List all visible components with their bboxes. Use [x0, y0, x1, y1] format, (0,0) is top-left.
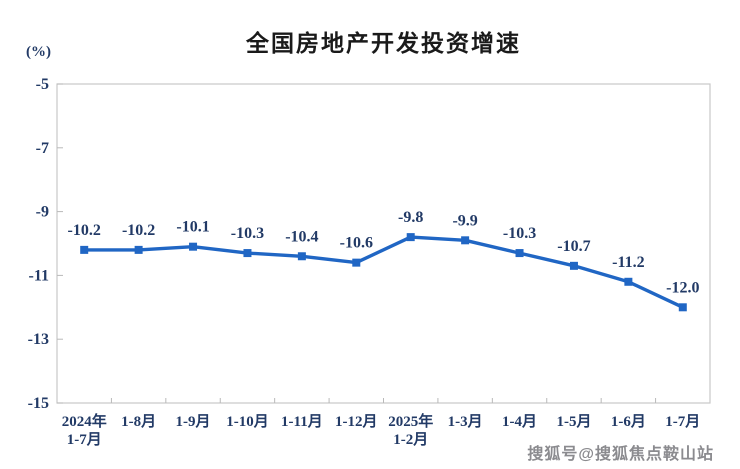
y-axis-tick-label: -11	[29, 267, 49, 284]
data-point-marker	[352, 258, 361, 267]
x-axis-label: 1-11月	[281, 413, 323, 430]
data-label: -10.7	[557, 238, 590, 255]
y-axis-tick-label: -5	[36, 76, 49, 93]
x-axis-label: 1-7月	[665, 413, 700, 430]
data-point-marker	[624, 277, 633, 286]
x-axis-label: 2024年	[62, 412, 107, 430]
y-axis-tick-label: -9	[36, 204, 49, 221]
x-axis-label: 1-9月	[176, 413, 211, 430]
data-label: -10.4	[285, 228, 318, 245]
data-label: -10.3	[231, 225, 264, 242]
x-axis-label: 1-7月	[67, 431, 102, 448]
line-series	[82, 235, 685, 309]
x-axis-label: 1-3月	[448, 413, 483, 430]
x-axis-label: 1-8月	[121, 413, 156, 430]
chart-title: 全国房地产开发投资增速	[246, 30, 521, 56]
data-label: -10.6	[340, 235, 373, 252]
data-point-marker	[297, 252, 306, 261]
data-label: -12.0	[666, 279, 699, 296]
data-point-marker	[134, 245, 143, 254]
x-axis-label: 1-5月	[556, 413, 591, 430]
plot-area-border	[56, 83, 711, 404]
x-axis-label: 1-4月	[502, 413, 537, 430]
y-axis-tick-label: -7	[36, 140, 49, 157]
x-axis-label: 1-10月	[226, 413, 269, 430]
data-point-marker	[406, 233, 415, 242]
data-point-marker	[243, 249, 252, 258]
x-axis-label: 1-6月	[611, 413, 646, 430]
sohu-watermark: 搜狐号@搜狐焦点鞍山站	[527, 446, 714, 463]
data-point-marker	[678, 303, 687, 312]
data-point-marker	[461, 236, 470, 245]
data-label: -11.2	[612, 254, 644, 271]
y-axis-unit-label: (%)	[26, 44, 51, 60]
data-point-marker	[80, 245, 89, 254]
x-axis-label: 1-12月	[335, 413, 378, 430]
data-label: -10.3	[503, 225, 536, 242]
data-point-marker	[515, 249, 524, 258]
data-point-marker	[569, 261, 578, 270]
data-label: -10.2	[68, 222, 101, 239]
data-label: -10.1	[176, 219, 209, 236]
data-point-marker	[189, 242, 198, 251]
x-axis-label: 1-2月	[393, 431, 428, 448]
data-label: -9.8	[398, 209, 423, 226]
y-axis-tick-label: -15	[28, 395, 49, 412]
y-axis-tick-label: -13	[28, 331, 49, 348]
data-label: -9.9	[452, 212, 477, 229]
x-axis-label: 2025年	[388, 412, 433, 430]
data-label: -10.2	[122, 222, 155, 239]
